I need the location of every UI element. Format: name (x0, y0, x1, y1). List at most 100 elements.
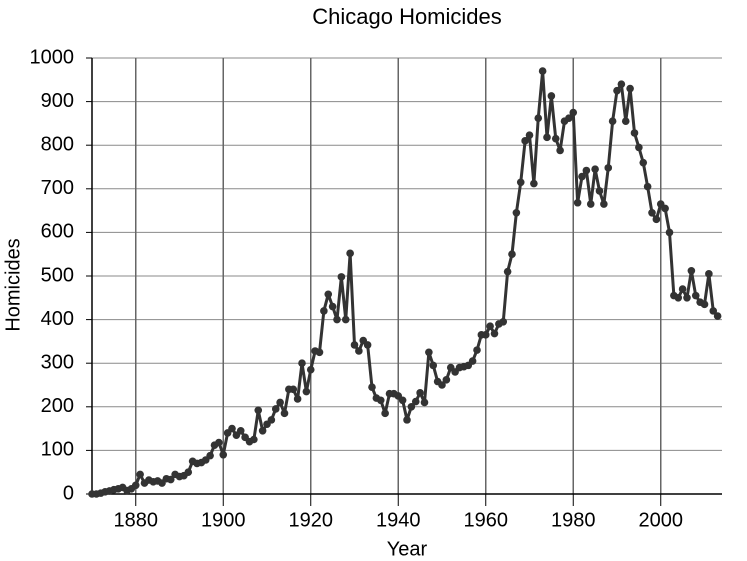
data-point (573, 198, 582, 207)
data-point (258, 426, 267, 435)
data-point (600, 200, 608, 208)
data-point (661, 204, 669, 213)
data-point (516, 178, 525, 187)
data-point (530, 179, 538, 188)
data-point (276, 398, 284, 407)
y-tick-label: 500 (41, 264, 74, 286)
data-point (363, 341, 372, 349)
data-point (271, 405, 280, 413)
data-point (648, 208, 656, 217)
data-point (639, 158, 648, 167)
data-point (486, 322, 494, 330)
y-tick-label: 400 (41, 308, 74, 330)
data-point (591, 165, 599, 173)
data-point (490, 329, 499, 338)
data-point (565, 114, 573, 122)
y-tick-label: 600 (41, 221, 74, 243)
data-point (543, 133, 551, 142)
data-point (508, 250, 516, 258)
y-tick-label: 800 (41, 133, 74, 155)
data-point (582, 166, 591, 175)
data-point (315, 348, 324, 357)
data-point (306, 365, 315, 374)
x-tick-label: 2000 (639, 509, 684, 531)
data-point (337, 273, 346, 281)
data-point (442, 375, 451, 384)
data-point (705, 270, 713, 278)
chart-title: Chicago Homicides (312, 4, 502, 29)
data-point (678, 285, 687, 293)
data-point (166, 475, 175, 484)
data-point (368, 383, 376, 391)
x-tick-label: 1960 (464, 509, 509, 531)
data-point (473, 346, 481, 354)
data-point (298, 359, 306, 368)
y-tick-label: 100 (41, 439, 74, 461)
y-tick-label: 700 (41, 177, 74, 199)
data-point (407, 403, 416, 411)
data-point (521, 137, 529, 145)
y-tick-label: 0 (63, 482, 74, 504)
data-point (131, 481, 140, 490)
data-point (425, 348, 433, 357)
data-point (626, 84, 634, 93)
data-point (683, 294, 691, 302)
data-point (578, 172, 586, 181)
data-point (206, 451, 214, 460)
data-point (333, 315, 341, 324)
data-point (184, 468, 193, 477)
data-point (700, 300, 709, 309)
data-point (320, 307, 328, 315)
x-tick-label: 1980 (551, 509, 596, 531)
data-point (289, 385, 298, 394)
data-point (403, 416, 411, 424)
data-point (630, 129, 639, 137)
data-point (621, 117, 630, 126)
x-tick-label: 1940 (376, 509, 421, 531)
data-point (499, 317, 508, 326)
data-point (617, 80, 626, 88)
data-point (713, 312, 722, 320)
data-point (595, 187, 604, 195)
data-point (355, 347, 363, 355)
data-point (538, 67, 547, 75)
data-point (429, 361, 438, 370)
data-point (302, 387, 311, 396)
data-point (420, 398, 429, 407)
y-tick-label: 1000 (30, 46, 75, 68)
y-tick-label: 300 (41, 351, 74, 373)
data-point (709, 307, 718, 315)
data-point (215, 438, 223, 447)
data-point (665, 228, 674, 237)
data-point (547, 92, 556, 100)
data-point (346, 249, 354, 258)
data-point (525, 131, 534, 139)
data-point (350, 341, 359, 349)
data-point (468, 357, 477, 365)
data-point (376, 396, 385, 405)
data-point (341, 315, 350, 324)
data-point (398, 396, 407, 405)
data-point (411, 397, 420, 406)
data-point (551, 134, 560, 143)
data-point (604, 164, 613, 172)
data-point (691, 291, 700, 300)
series-line (92, 69, 719, 496)
data-point (219, 450, 228, 459)
data-point (293, 395, 302, 403)
data-point (254, 406, 263, 415)
data-point (674, 294, 683, 302)
data-point (569, 108, 578, 117)
x-tick-label: 1880 (114, 509, 159, 531)
data-point (267, 416, 276, 424)
data-point (635, 143, 643, 152)
data-point (236, 426, 245, 435)
data-point (687, 266, 696, 275)
data-point (534, 114, 543, 122)
data-point (608, 117, 617, 126)
data-point (481, 331, 490, 339)
data-point (381, 409, 389, 418)
data-point (280, 409, 289, 418)
data-point (586, 200, 595, 208)
